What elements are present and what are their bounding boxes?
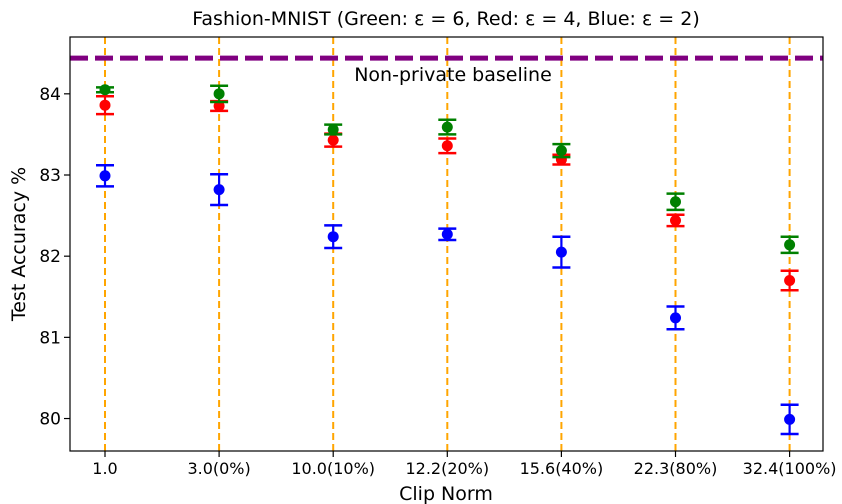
data-point bbox=[670, 312, 681, 324]
data-point bbox=[99, 84, 111, 96]
x-axis-label: Clip Norm bbox=[399, 483, 493, 504]
data-point bbox=[213, 184, 225, 196]
plot-area bbox=[70, 37, 823, 451]
y-tick-label: 80 bbox=[39, 410, 61, 430]
data-point bbox=[327, 231, 339, 243]
y-tick-label: 82 bbox=[39, 247, 61, 267]
data-point bbox=[784, 413, 796, 425]
data-point bbox=[441, 228, 453, 240]
data-point bbox=[327, 124, 339, 136]
data-point bbox=[784, 239, 796, 251]
plot-frame bbox=[69, 36, 824, 452]
data-point bbox=[555, 246, 567, 258]
data-point bbox=[670, 214, 681, 226]
x-tick-label: 22.3(80%) bbox=[634, 459, 718, 478]
data-point bbox=[555, 145, 567, 157]
data-point bbox=[99, 99, 111, 111]
x-tick-label: 10.0(10%) bbox=[291, 459, 375, 478]
data-point bbox=[441, 140, 453, 152]
data-point bbox=[784, 275, 796, 287]
x-tick-label: 12.2(20%) bbox=[405, 459, 489, 478]
x-tick-label: 3.0(0%) bbox=[187, 459, 250, 478]
x-tick-label: 15.6(40%) bbox=[520, 459, 604, 478]
y-tick-label: 83 bbox=[39, 166, 61, 186]
axes: 1.0 3.0(0%) 10.0(10%) 12.2(20%) 15.6(40%) 22.… bbox=[39, 85, 836, 478]
y-axis-label: Test Accuracy % bbox=[8, 167, 30, 322]
chart-title: Fashion-MNIST (Green: ε = 6, Red: ε = 4,… bbox=[192, 8, 700, 30]
data-point bbox=[213, 100, 225, 112]
baseline-label: Non-private baseline bbox=[354, 64, 552, 86]
x-tick-label: 1.0 bbox=[92, 459, 117, 478]
data-point bbox=[327, 134, 339, 146]
data-point bbox=[99, 170, 111, 182]
data-point bbox=[213, 88, 225, 100]
y-tick-label: 81 bbox=[39, 328, 61, 348]
data-point bbox=[670, 196, 681, 208]
y-tick-label: 84 bbox=[39, 85, 61, 105]
x-tick-label: 32.4(100%) bbox=[743, 459, 837, 478]
data-point bbox=[441, 121, 453, 133]
